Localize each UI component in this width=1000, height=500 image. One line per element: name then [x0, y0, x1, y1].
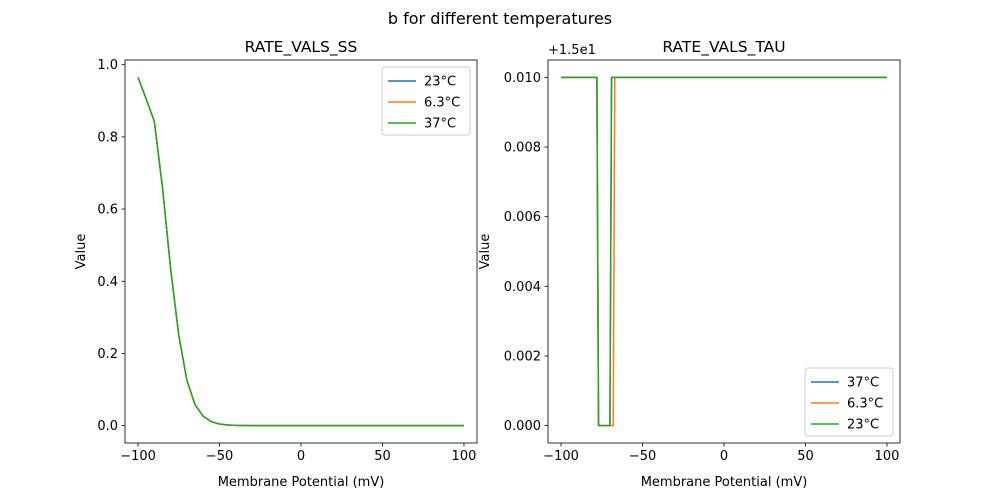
x-tick-label: 100 — [452, 449, 477, 464]
legend-label: 23°C — [847, 418, 879, 433]
x-tick-label: −50 — [206, 449, 233, 464]
y-tick-label: 0.2 — [97, 347, 118, 362]
y-axis-label: Value — [74, 234, 89, 270]
x-tick-label: −100 — [543, 449, 579, 464]
x-tick-label: 50 — [374, 449, 391, 464]
chart-2: −100 −50 0 50 100 0.000 0.002 0.004 0.006 0.008 0.… — [478, 38, 901, 490]
y-tick-label: 0.004 — [504, 280, 541, 295]
y-tick-label: 0.000 — [504, 419, 541, 434]
y-tick-label: 0.4 — [97, 275, 118, 290]
x-axis-label: Membrane Potential (mV) — [218, 475, 385, 490]
y-tick-label: 1.0 — [97, 58, 118, 73]
chart-1: −100 −50 0 50 100 0.0 0.2 0.4 0.6 0.8 1.0 RATE_VALS… — [74, 38, 478, 490]
series-line-3 — [137, 77, 464, 427]
legend-label: 6.3°C — [424, 96, 460, 111]
y-tick-label: 0.6 — [97, 203, 118, 218]
y-offset-label: +1.5e1 — [548, 43, 596, 58]
y-tick-label: 0.006 — [504, 210, 541, 225]
y-tick-label: 0.8 — [97, 130, 118, 145]
x-tick-label: −50 — [629, 449, 656, 464]
x-tick-label: −100 — [120, 449, 156, 464]
y-tick-label: 0.008 — [504, 141, 541, 156]
chart-title: RATE_VALS_SS — [245, 38, 358, 57]
legend: 23°C 6.3°C 37°C — [381, 66, 471, 136]
legend-label: 23°C — [424, 75, 456, 90]
legend-box — [804, 367, 894, 437]
x-tick-label: 100 — [875, 449, 900, 464]
y-tick-label: 0.010 — [504, 71, 541, 86]
legend: 37°C 6.3°C 23°C — [804, 367, 894, 437]
legend-label: 6.3°C — [847, 397, 883, 412]
y-tick-label: 0.0 — [97, 419, 118, 434]
x-axis-label: Membrane Potential (mV) — [641, 475, 808, 490]
chart-title: RATE_VALS_TAU — [662, 38, 785, 57]
legend-label: 37°C — [847, 376, 879, 391]
y-axis-label: Value — [478, 234, 493, 270]
figure-suptitle: b for different temperatures — [388, 9, 612, 28]
x-tick-label: 0 — [720, 449, 728, 464]
legend-label: 37°C — [424, 117, 456, 132]
x-tick-label: 50 — [797, 449, 814, 464]
y-tick-label: 0.002 — [504, 349, 541, 364]
x-tick-label: 0 — [297, 449, 305, 464]
legend-box — [381, 66, 471, 136]
series-line-3 — [561, 76, 887, 427]
